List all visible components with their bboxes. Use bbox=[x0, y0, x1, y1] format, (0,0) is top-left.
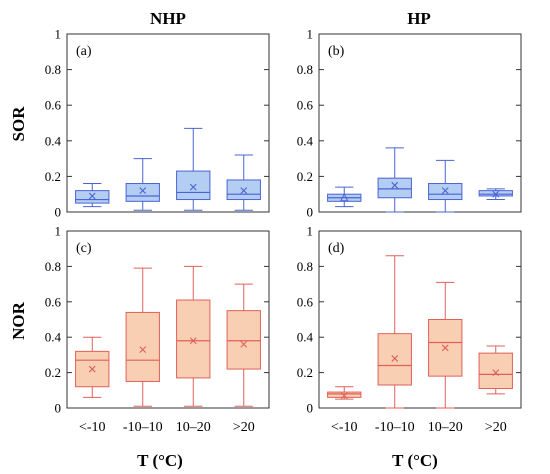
box-4 bbox=[226, 283, 261, 407]
panel-label: (c) bbox=[76, 241, 92, 256]
x-tick-label: -10–10 bbox=[375, 420, 415, 435]
mean-marker bbox=[189, 337, 197, 345]
box-3 bbox=[428, 281, 463, 409]
y-tick-label: 0.2 bbox=[45, 365, 61, 380]
y-tick-label: 0.8 bbox=[45, 62, 61, 77]
row-label-nor: NOR bbox=[9, 301, 28, 340]
box-3 bbox=[176, 265, 211, 407]
box-2 bbox=[125, 158, 160, 211]
box-iqr bbox=[226, 179, 261, 201]
y-tick-label: 0.8 bbox=[297, 62, 313, 77]
mean-marker bbox=[139, 346, 147, 353]
box-iqr bbox=[75, 190, 110, 204]
box-iqr bbox=[327, 391, 362, 398]
mean-marker bbox=[441, 344, 449, 352]
y-tick-label: 0 bbox=[55, 401, 62, 416]
mean-marker bbox=[391, 355, 399, 362]
box-iqr bbox=[377, 333, 412, 386]
y-tick-label: 1 bbox=[307, 224, 314, 239]
box-4 bbox=[226, 154, 261, 211]
mean-marker bbox=[240, 340, 248, 348]
y-tick-label: 0.4 bbox=[45, 133, 62, 148]
x-tick-label: 10–20 bbox=[176, 420, 211, 435]
x-tick-label: -10–10 bbox=[123, 420, 163, 435]
y-tick-label: 0.4 bbox=[45, 330, 62, 345]
box-iqr bbox=[428, 183, 463, 201]
panel-label: (a) bbox=[76, 44, 92, 59]
box-2 bbox=[377, 147, 412, 213]
box-1 bbox=[75, 183, 110, 208]
box-iqr bbox=[125, 311, 160, 382]
y-tick-label: 0.4 bbox=[297, 133, 314, 148]
x-tick-label: <-10 bbox=[79, 420, 106, 435]
y-tick-label: 0 bbox=[55, 205, 62, 220]
y-tick-label: 0.2 bbox=[297, 365, 313, 380]
y-tick-label: 0.2 bbox=[297, 169, 313, 184]
panel-c: 0 0.2 0.4 0.6 0.8 1 (c) <-10 -10–10 10–20 >20 bbox=[45, 224, 270, 435]
panel-label: (d) bbox=[328, 241, 345, 256]
y-tick-label: 0.6 bbox=[297, 98, 314, 113]
mean-marker bbox=[441, 187, 449, 195]
box-1 bbox=[327, 386, 362, 400]
box-1 bbox=[327, 186, 362, 208]
mean-marker bbox=[88, 192, 96, 200]
box-3 bbox=[176, 127, 211, 211]
panels: 0 0.2 0.4 0.6 0.8 1 (a) 0 0.2 0.4 0.6 0.8 1 (b) 0 0.2 0.… bbox=[45, 27, 522, 435]
y-tick-label: 0 bbox=[307, 205, 314, 220]
box-2 bbox=[125, 267, 160, 407]
y-tick-label: 1 bbox=[55, 224, 62, 239]
panel-frame bbox=[66, 33, 270, 213]
y-tick-label: 0.8 bbox=[45, 259, 61, 274]
mean-marker bbox=[88, 365, 96, 373]
mean-marker bbox=[240, 187, 248, 195]
panel-frame bbox=[318, 33, 522, 213]
x-tick-label: 10–20 bbox=[428, 420, 463, 435]
x-tick-label: >20 bbox=[485, 420, 507, 435]
box-4 bbox=[478, 188, 513, 201]
mean-marker bbox=[391, 181, 399, 189]
y-tick-label: 0.8 bbox=[297, 259, 313, 274]
mean-marker bbox=[492, 190, 500, 198]
box-iqr bbox=[478, 190, 513, 197]
mean-marker bbox=[492, 369, 500, 376]
col-title-nhp: NHP bbox=[150, 9, 186, 28]
y-tick-label: 0.2 bbox=[45, 169, 61, 184]
box-iqr bbox=[125, 183, 160, 202]
box-3 bbox=[428, 159, 463, 213]
y-tick-label: 0.6 bbox=[45, 294, 62, 309]
mean-marker bbox=[139, 187, 147, 195]
y-tick-label: 0.4 bbox=[297, 330, 314, 345]
mean-marker bbox=[339, 193, 349, 202]
x-tick-label: >20 bbox=[233, 420, 255, 435]
y-tick-label: 1 bbox=[55, 27, 62, 42]
box-iqr bbox=[377, 177, 412, 199]
mean-marker bbox=[340, 392, 348, 399]
box-iqr bbox=[478, 352, 513, 390]
col-title-hp: HP bbox=[407, 9, 431, 28]
mean-marker bbox=[189, 183, 197, 191]
panel-d: 0 0.2 0.4 0.6 0.8 1 (d) <-10 -10–10 10–20 >20 bbox=[297, 224, 522, 435]
panel-frame bbox=[318, 230, 522, 409]
row-label-sor: SOR bbox=[9, 106, 28, 142]
x-axis-label-hp: T (°C) bbox=[392, 451, 438, 470]
box-iqr bbox=[226, 310, 261, 370]
panel-label: (b) bbox=[328, 44, 345, 59]
panel-frame bbox=[66, 230, 270, 409]
box-2 bbox=[377, 255, 412, 409]
x-axis-label-nhp: T (°C) bbox=[137, 451, 183, 470]
y-tick-label: 1 bbox=[307, 27, 314, 42]
box-4 bbox=[478, 345, 513, 395]
box-iqr bbox=[176, 170, 211, 201]
panel-b: 0 0.2 0.4 0.6 0.8 1 (b) bbox=[297, 27, 522, 220]
y-tick-label: 0.6 bbox=[297, 294, 314, 309]
x-tick-label: <-10 bbox=[331, 420, 358, 435]
box-iqr bbox=[176, 299, 211, 379]
y-tick-label: 0.6 bbox=[45, 98, 62, 113]
panel-a: 0 0.2 0.4 0.6 0.8 1 (a) bbox=[45, 27, 270, 220]
y-tick-label: 0 bbox=[307, 401, 314, 416]
box-1 bbox=[75, 336, 110, 398]
